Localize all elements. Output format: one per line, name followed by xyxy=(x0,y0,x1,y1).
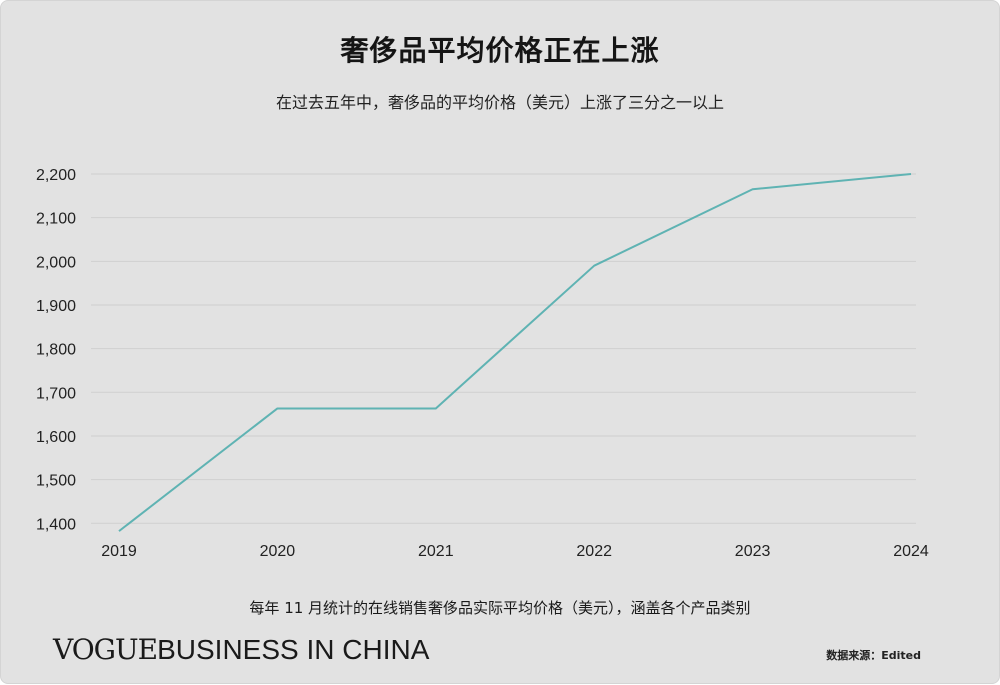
x-tick-label: 2020 xyxy=(260,543,296,560)
y-tick-label: 1,400 xyxy=(36,516,76,533)
chart-title: 奢侈品平均价格正在上涨 xyxy=(340,34,660,67)
chart-subtitle: 在过去五年中，奢侈品的平均价格（美元）上涨了三分之一以上 xyxy=(275,93,724,112)
y-tick-label: 1,500 xyxy=(36,473,76,490)
logo-business: BUSINESS IN CHINA xyxy=(157,634,430,665)
x-tick-label: 2024 xyxy=(893,543,929,560)
brand-logo: VOGUEBUSINESS IN CHINA xyxy=(53,633,429,666)
y-tick-label: 1,800 xyxy=(36,342,76,359)
x-tick-label: 2023 xyxy=(735,543,771,560)
logo-vogue: VOGUE xyxy=(53,633,158,666)
y-tick-label: 1,900 xyxy=(36,298,76,315)
y-tick-label: 1,600 xyxy=(36,429,76,446)
series-line xyxy=(118,173,912,532)
y-tick-label: 2,200 xyxy=(36,167,76,184)
y-tick-label: 2,000 xyxy=(36,254,76,271)
y-axis-ticks: 1,400 1,500 1,600 1,700 1,800 1,900 2,000 2,100… xyxy=(36,167,76,533)
y-tick-label: 2,100 xyxy=(36,211,76,228)
y-tick-label: 1,700 xyxy=(36,385,76,402)
x-axis-ticks: 2019 2020 2021 2022 2023 2024 xyxy=(101,543,929,560)
series-group xyxy=(118,173,912,532)
x-tick-label: 2022 xyxy=(576,543,612,560)
x-tick-label: 2021 xyxy=(418,543,454,560)
source-note: 数据来源：Edited xyxy=(826,649,921,662)
footnote: 每年 11 月统计的在线销售奢侈品实际平均价格（美元），涵盖各个产品类别 xyxy=(249,599,751,617)
grid-lines xyxy=(91,173,916,524)
x-tick-label: 2019 xyxy=(101,543,137,560)
